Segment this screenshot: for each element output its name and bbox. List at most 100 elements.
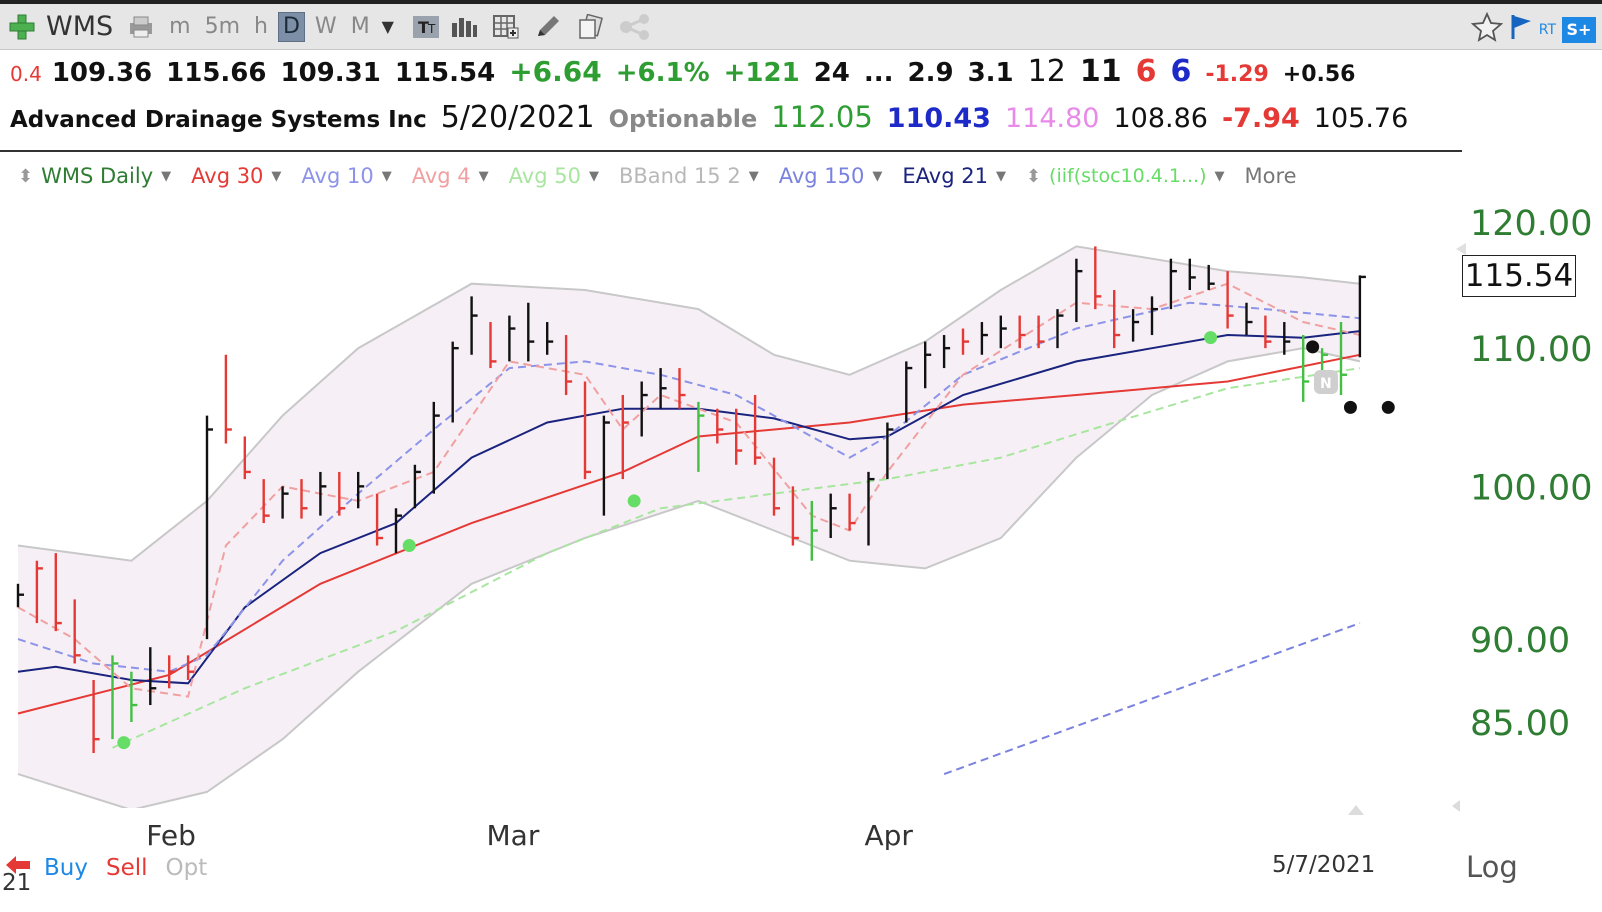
ohlc-bar <box>319 471 327 516</box>
ohlc-bar <box>205 415 213 640</box>
y-tick-label: 110.00 <box>1470 330 1592 370</box>
ohlc-bar <box>886 422 894 480</box>
dot-layer <box>117 331 1395 750</box>
series-avg-150 <box>943 622 1361 776</box>
ohlc-bar <box>394 508 402 554</box>
bars-icon[interactable] <box>450 12 478 42</box>
legend-item-eavg21[interactable]: EAvg 21 ▼ <box>902 164 1006 188</box>
period-month[interactable]: M <box>350 14 370 39</box>
sell-button[interactable]: Sell <box>105 855 148 881</box>
legend-item-bband[interactable]: BBand 15 2 ▼ <box>619 164 759 188</box>
ohlc-bar <box>621 395 629 480</box>
legend-label: BBand 15 2 <box>618 164 741 188</box>
flag-icon[interactable] <box>1509 13 1535 46</box>
ohlc-bar <box>1264 315 1272 349</box>
ohlc-bar <box>186 655 195 680</box>
x-tick-label: Mar <box>487 819 540 850</box>
svg-text:T: T <box>427 22 436 36</box>
quote-open: 109.36 <box>51 58 153 88</box>
y-tick-label: 100.00 <box>1470 468 1592 508</box>
legend-label: Avg 10 <box>301 164 374 188</box>
info-line: Advanced Drainage Systems Inc 5/20/2021 … <box>10 100 1422 142</box>
quote-v10: +0.56 <box>1282 62 1356 87</box>
signal-dot <box>1343 400 1357 414</box>
legend-item-wms-daily[interactable]: WMS Daily ▼ <box>41 164 171 188</box>
updown-icon[interactable]: ⬍ <box>18 165 34 187</box>
quote-v6: 11 <box>1079 54 1122 89</box>
legend-label: Avg 150 <box>778 164 865 188</box>
ohlc-bar <box>1094 246 1102 310</box>
grid-add-icon[interactable] <box>492 12 520 42</box>
quote-change: +6.64 <box>509 55 602 88</box>
quote-close: 115.54 <box>394 58 496 88</box>
year-label: 21 <box>2 870 32 896</box>
symbol-label[interactable]: WMS <box>46 11 114 42</box>
buy-button[interactable]: Buy <box>44 855 88 881</box>
indicator-legend: ⬍ WMS Daily ▼ Avg 30 ▼ Avg 10 ▼ Avg 4 ▼ Avg … <box>18 158 1317 194</box>
ohlc-bar <box>243 436 251 480</box>
ohlc-bar <box>167 655 176 689</box>
realtime-icon[interactable]: RT <box>1538 21 1556 38</box>
ohlc-bar <box>980 322 988 355</box>
add-icon[interactable] <box>8 12 36 42</box>
ohlc-bar <box>1037 315 1045 349</box>
bband-layer <box>17 245 1361 808</box>
bband-upper <box>17 245 1361 562</box>
ohlc-bar <box>1018 315 1026 349</box>
ohlc-bar <box>1301 335 1310 402</box>
legend-item-avg10[interactable]: Avg 10 ▼ <box>301 164 391 188</box>
legend-item-avg50[interactable]: Avg 50 ▼ <box>509 164 599 188</box>
x-tick-label: Feb <box>146 819 196 850</box>
trade-icon[interactable] <box>4 852 34 884</box>
legend-item-avg150[interactable]: Avg 150 ▼ <box>779 164 883 188</box>
scroll-up-icon <box>1348 805 1364 815</box>
legend-more[interactable]: More <box>1244 164 1297 188</box>
ohlc-bar <box>1358 275 1366 358</box>
period-m[interactable]: m <box>169 14 191 39</box>
signal-dot <box>627 494 641 508</box>
chevron-down-icon: ▼ <box>161 168 172 184</box>
series-avg-50 <box>112 367 1361 749</box>
ohlc-bar <box>961 328 969 355</box>
svg-text:T: T <box>418 18 429 37</box>
chevron-down-icon[interactable]: ▼ <box>381 17 394 36</box>
legend-item-avg4[interactable]: Avg 4 ▼ <box>412 164 489 188</box>
svg-text:N: N <box>1320 376 1332 392</box>
info-p5: -7.94 <box>1221 103 1300 134</box>
ohlc-bar <box>92 679 100 754</box>
signal-dot <box>402 539 416 553</box>
pencil-icon[interactable] <box>534 12 562 42</box>
ohlc-bar <box>1339 322 1347 396</box>
period-5m[interactable]: 5m <box>204 14 241 39</box>
ohlc-bar <box>678 368 686 409</box>
period-d[interactable]: D <box>277 11 305 42</box>
print-icon[interactable] <box>127 12 155 42</box>
info-p3: 114.80 <box>1004 103 1100 134</box>
ohlc-bar <box>489 322 497 369</box>
opt-button[interactable]: Opt <box>165 855 208 881</box>
ohlc-bar <box>470 296 478 355</box>
legend-item-avg30[interactable]: Avg 30 ▼ <box>191 164 281 188</box>
price-pointer-icon <box>1456 243 1466 255</box>
share-icon[interactable] <box>618 12 654 42</box>
ohlc-bar <box>753 395 762 465</box>
ohlc-bar <box>413 464 421 509</box>
s-plus-icon[interactable]: S+ <box>1562 16 1596 43</box>
log-toggle[interactable]: Log <box>1466 850 1518 884</box>
ohlc-bar <box>281 486 289 519</box>
price-chart[interactable]: 120.00 110.00 100.00 90.00 85.00 Feb Mar Apr N <box>0 150 1602 850</box>
updown-icon[interactable]: ⬍ <box>1025 165 1042 187</box>
signal-dot <box>1381 400 1395 414</box>
period-w[interactable]: W <box>314 14 337 39</box>
quote-v2: 24 <box>813 58 850 88</box>
copy-icon[interactable] <box>576 12 604 42</box>
ohlc-bar <box>1075 258 1083 323</box>
legend-item-stoc[interactable]: (iif(stoc10.4.1...) ▼ <box>1049 165 1224 187</box>
period-h[interactable]: h <box>254 14 268 39</box>
quote-change-pct: +6.1% <box>615 58 710 88</box>
quote-v4: 3.1 <box>967 58 1014 88</box>
ohlc-bar <box>546 322 554 355</box>
signal-dot <box>1204 331 1218 345</box>
star-icon[interactable] <box>1470 11 1503 47</box>
